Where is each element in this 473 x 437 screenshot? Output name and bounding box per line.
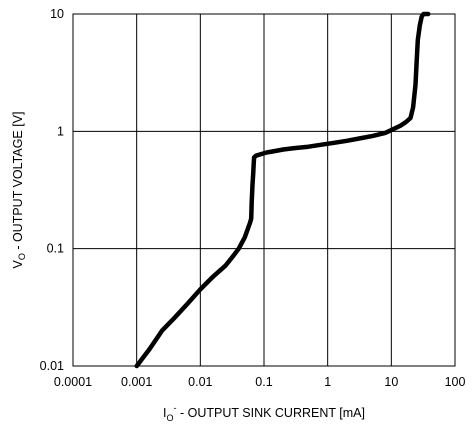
x-tick-label: 0.1: [255, 375, 272, 389]
y-tick-label: 10: [50, 7, 64, 21]
y-tick-label: 0.1: [47, 242, 64, 256]
x-tick-label: 100: [445, 375, 466, 389]
x-axis-label: IO- - OUTPUT SINK CURRENT [mA]: [163, 403, 365, 423]
series-line: [134, 11, 431, 369]
x-tick-label: 0.0001: [54, 375, 92, 389]
y-axis-label: VO - OUTPUT VOLTAGE [V]: [11, 111, 27, 268]
x-tick-labels: 0.0001 0.001 0.01 0.1 1 10 100: [54, 375, 466, 389]
x-tick-label: 10: [384, 375, 398, 389]
y-tick-label: 1: [57, 124, 64, 138]
x-tick-label: 0.01: [188, 375, 212, 389]
x-tick-label: 0.001: [121, 375, 152, 389]
plot-frame: [72, 13, 456, 367]
series-layer: [134, 11, 431, 369]
y-tick-labels: 0.01 0.1 1 10: [40, 7, 64, 373]
y-tick-label: 0.01: [40, 359, 64, 373]
x-tick-label: 1: [324, 375, 331, 389]
